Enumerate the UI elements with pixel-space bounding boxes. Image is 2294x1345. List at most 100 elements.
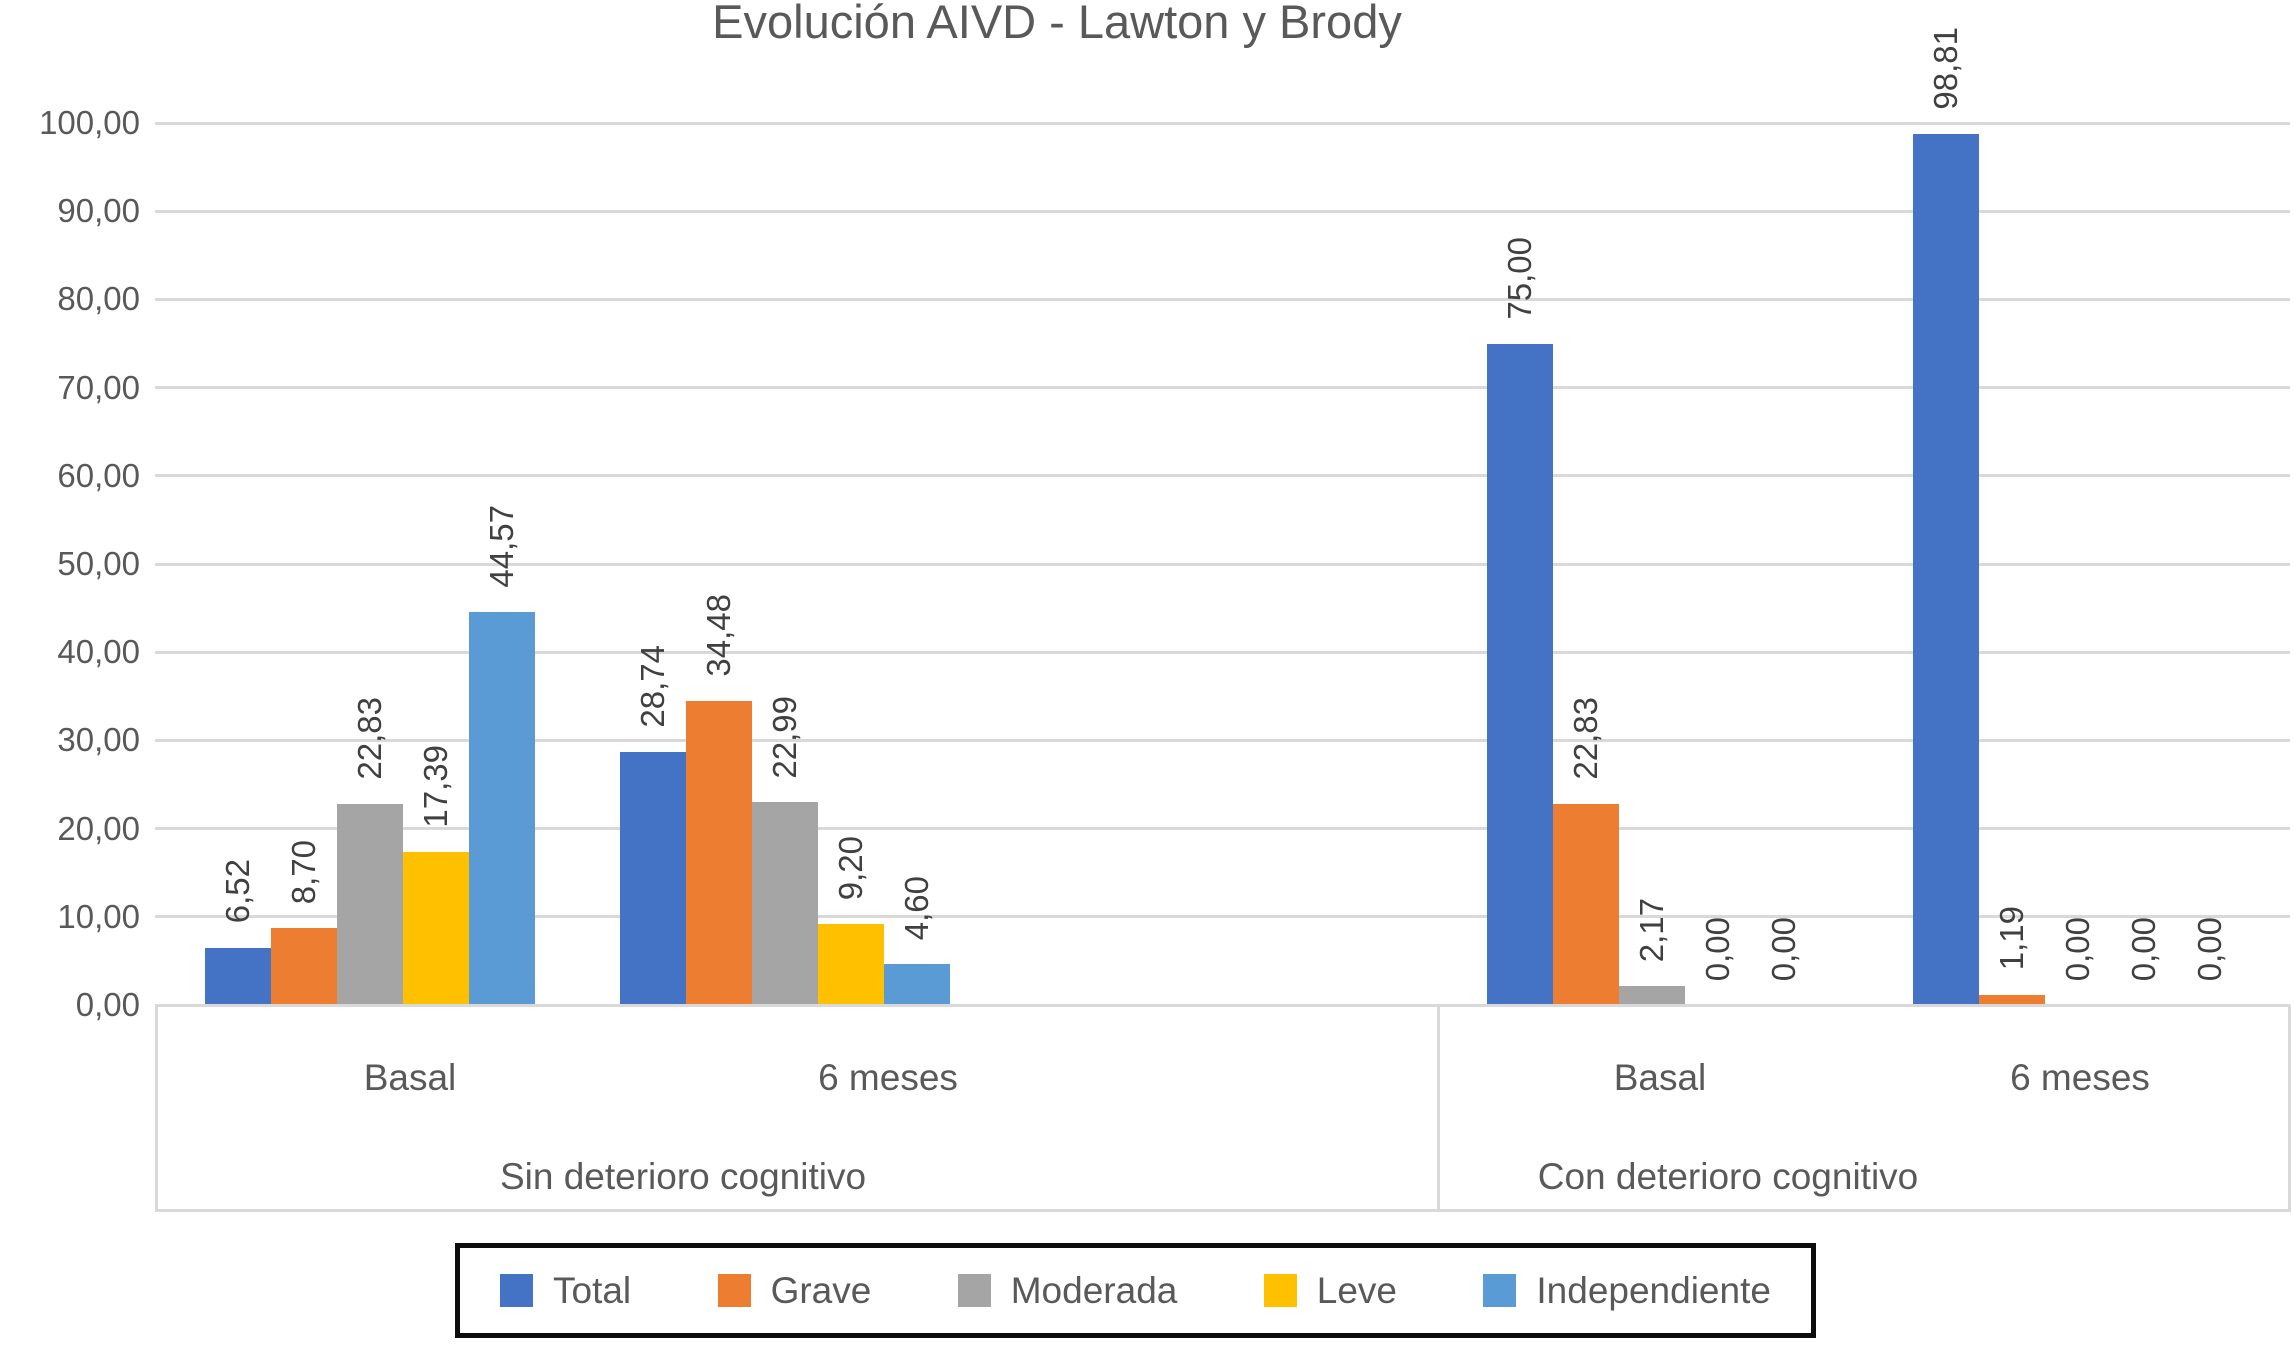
bar-grave-3 (1979, 994, 2045, 1005)
value-label: 22,83 (1553, 697, 1619, 780)
gridline (155, 474, 2290, 478)
legend-item-total: Total (500, 1270, 631, 1312)
value-label-text: 44,57 (482, 505, 520, 588)
y-tick-label: 80,00 (57, 280, 140, 318)
value-label-text: 0,00 (1698, 916, 1736, 981)
value-label-text: 6,52 (218, 859, 256, 924)
group-label: Con deterioro cognitivo (1537, 1156, 1919, 1197)
value-label-text: 1,19 (1992, 906, 2030, 971)
value-label-text: 0,00 (2190, 916, 2228, 981)
y-tick-label: 40,00 (57, 633, 140, 671)
y-tick-label: 50,00 (57, 545, 140, 582)
legend-label: Grave (770, 1269, 872, 1311)
value-label: 22,99 (752, 696, 818, 779)
legend-swatch-moderada (957, 1274, 991, 1307)
y-tick-label: 0,00 (75, 986, 140, 1023)
value-label: 1,19 (1979, 906, 2045, 970)
legend-label: Total (553, 1269, 632, 1311)
legend-item-leve: Leve (1263, 1269, 1397, 1312)
category-label: 6 meses (818, 1057, 958, 1098)
bar-moderada-0 (337, 803, 403, 1005)
value-label-text: 9,20 (831, 835, 869, 900)
value-label: 17,39 (403, 745, 469, 828)
value-label: 0,00 (2045, 917, 2111, 981)
value-label-text: 75,00 (1500, 236, 1538, 320)
y-tick-label: 100,00 (39, 104, 140, 141)
value-label-text: 0,00 (1764, 916, 1802, 981)
gridline (155, 386, 2290, 390)
bar-leve-0 (403, 851, 469, 1005)
value-label-text: 22,83 (350, 697, 388, 780)
gridline (155, 121, 2290, 125)
value-label: 44,57 (469, 505, 535, 588)
bar-independiente-0 (469, 611, 535, 1005)
value-label-text: 34,48 (699, 594, 737, 677)
bar-independiente-1 (884, 964, 950, 1005)
y-tick-label: 60,00 (57, 456, 140, 494)
value-label-text: 0,00 (2124, 916, 2162, 981)
gridline (155, 827, 2290, 831)
legend-item-grave: Grave (717, 1269, 872, 1312)
group-label: Sin deterioro cognitivo (499, 1156, 867, 1197)
legend-swatch-grave (717, 1274, 751, 1307)
gridline (155, 650, 2290, 654)
category-box-bottom-border (155, 1209, 2291, 1212)
value-label-text: 8,70 (284, 840, 322, 905)
value-label: 98,81 (1913, 27, 1979, 110)
value-label-text: 22,99 (765, 695, 803, 779)
bar-leve-1 (818, 923, 884, 1005)
value-label-text: 0,00 (2058, 916, 2096, 981)
bar-grave-0 (271, 928, 337, 1005)
gridline (155, 297, 2290, 301)
gridline (155, 915, 2290, 919)
plot-area: 6,52 28,74 75,00 98,81 8,70 34,48 22,83 1,19 22,… (155, 27, 2290, 1005)
y-tick-label: 20,00 (57, 809, 140, 847)
value-label-text: 28,74 (633, 644, 671, 728)
bar-total-3 (1913, 133, 1979, 1005)
value-label: 6,52 (205, 859, 271, 923)
value-label-text: 17,39 (416, 745, 454, 828)
value-label: 2,17 (1619, 898, 1685, 962)
bar-grave-2 (1553, 803, 1619, 1005)
value-label: 28,74 (620, 645, 686, 728)
value-label: 0,00 (1751, 917, 1817, 981)
category-label: Basal (363, 1057, 457, 1098)
bar-grave-1 (686, 700, 752, 1005)
value-label: 4,60 (884, 876, 950, 940)
category-label: Basal (1613, 1057, 1707, 1098)
category-box-left-border (155, 1005, 158, 1211)
gridline (155, 738, 2290, 742)
value-label-text: 22,83 (1566, 697, 1604, 780)
legend-swatch-leve (1263, 1274, 1297, 1307)
legend-label: Moderada (1010, 1269, 1178, 1311)
y-tick-label: 30,00 (57, 721, 140, 759)
legend-swatch-total (500, 1274, 533, 1307)
bar-total-0 (205, 947, 271, 1005)
y-tick-label: 70,00 (57, 368, 140, 406)
gridline (155, 209, 2290, 213)
bar-total-1 (620, 751, 686, 1005)
value-label-text: 98,81 (1926, 26, 1964, 110)
category-box-divider (1437, 1005, 1440, 1211)
value-label: 34,48 (686, 594, 752, 677)
bar-moderada-1 (752, 802, 818, 1005)
gridline (155, 562, 2290, 566)
category-box-right-border (2288, 1005, 2291, 1211)
legend-item-moderada: Moderada (957, 1269, 1178, 1312)
value-label-text: 2,17 (1632, 897, 1670, 962)
bar-moderada-2 (1619, 985, 1685, 1005)
value-label: 75,00 (1487, 237, 1553, 320)
category-label: 6 meses (2010, 1057, 2150, 1098)
legend-label: Independiente (1536, 1269, 1771, 1311)
value-label-text: 4,60 (897, 876, 935, 941)
legend-swatch-independiente (1483, 1274, 1517, 1307)
y-tick-label: 10,00 (57, 897, 140, 935)
y-tick-label: 90,00 (57, 192, 140, 230)
value-label: 22,83 (337, 697, 403, 780)
value-label: 9,20 (818, 836, 884, 900)
chart-title: Evolución AIVD - Lawton y Brody (712, 0, 1402, 48)
axis-baseline (155, 1004, 2290, 1007)
legend-label: Leve (1316, 1269, 1397, 1311)
value-label: 0,00 (2111, 917, 2177, 981)
